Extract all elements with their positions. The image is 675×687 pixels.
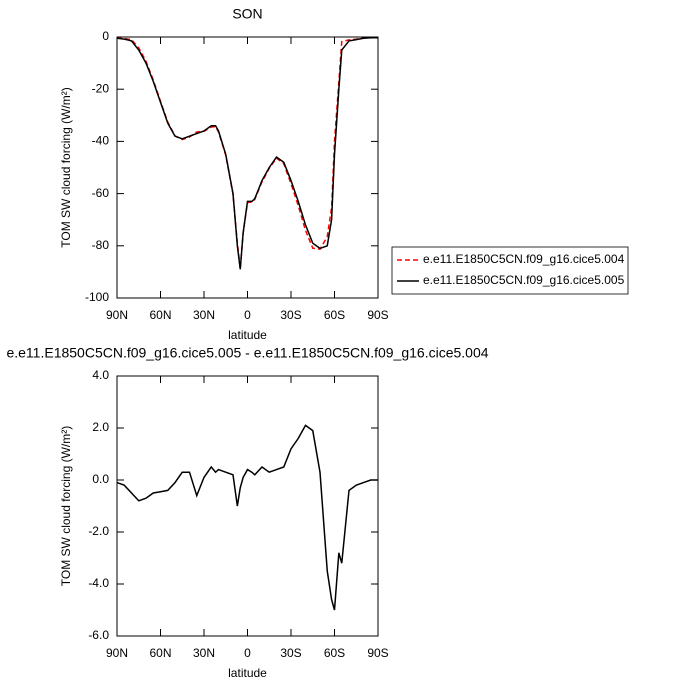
x-tick-label: 30S (280, 308, 301, 322)
x-tick-label: 90N (106, 308, 128, 322)
legend-label: e.e11.E1850C5CN.f09_g16.cice5.004 (423, 252, 625, 266)
x-tick-label: 0 (244, 308, 251, 322)
y-tick-label: -20 (92, 81, 110, 95)
y-tick-label: -60 (92, 186, 110, 200)
y-tick-label: 0 (102, 29, 109, 43)
y-tick-label: -4.0 (88, 576, 109, 590)
y-tick-label: -100 (85, 290, 109, 304)
x-tick-label: 90N (106, 646, 128, 660)
chart-title: e.e11.E1850C5CN.f09_g16.cice5.005 - e.e1… (6, 345, 488, 361)
y-tick-label: -40 (92, 134, 110, 148)
y-tick-label: 2.0 (92, 420, 109, 434)
legend-label: e.e11.E1850C5CN.f09_g16.cice5.005 (423, 273, 625, 287)
legend-box (391, 246, 629, 295)
x-tick-label: 60S (324, 646, 345, 660)
chart-title: SON (232, 6, 262, 22)
y-tick-label: -2.0 (88, 524, 109, 538)
x-tick-label: 90S (367, 308, 388, 322)
series-line (116, 37, 378, 270)
y-axis-label: TOM SW cloud forcing (W/m²) (59, 426, 73, 586)
x-axis-label: latitude (228, 328, 267, 342)
y-axis-label: TOM SW cloud forcing (W/m²) (59, 87, 73, 247)
x-tick-label: 30N (193, 308, 215, 322)
x-tick-label: 60N (149, 646, 171, 660)
x-tick-label: 60N (149, 308, 171, 322)
plot-frame (116, 36, 379, 299)
y-tick-label: 0.0 (92, 472, 109, 486)
y-tick-label: -80 (92, 238, 110, 252)
series-line (116, 37, 378, 269)
x-tick-label: 90S (367, 646, 388, 660)
y-tick-label: 4.0 (92, 368, 109, 382)
y-tick-label: -6.0 (88, 628, 109, 642)
plot-frame (116, 375, 379, 637)
x-axis-label: latitude (228, 666, 267, 680)
x-tick-label: 0 (244, 646, 251, 660)
x-tick-label: 60S (324, 308, 345, 322)
x-tick-label: 30S (280, 646, 301, 660)
x-tick-label: 30N (193, 646, 215, 660)
series-line (116, 424, 378, 611)
